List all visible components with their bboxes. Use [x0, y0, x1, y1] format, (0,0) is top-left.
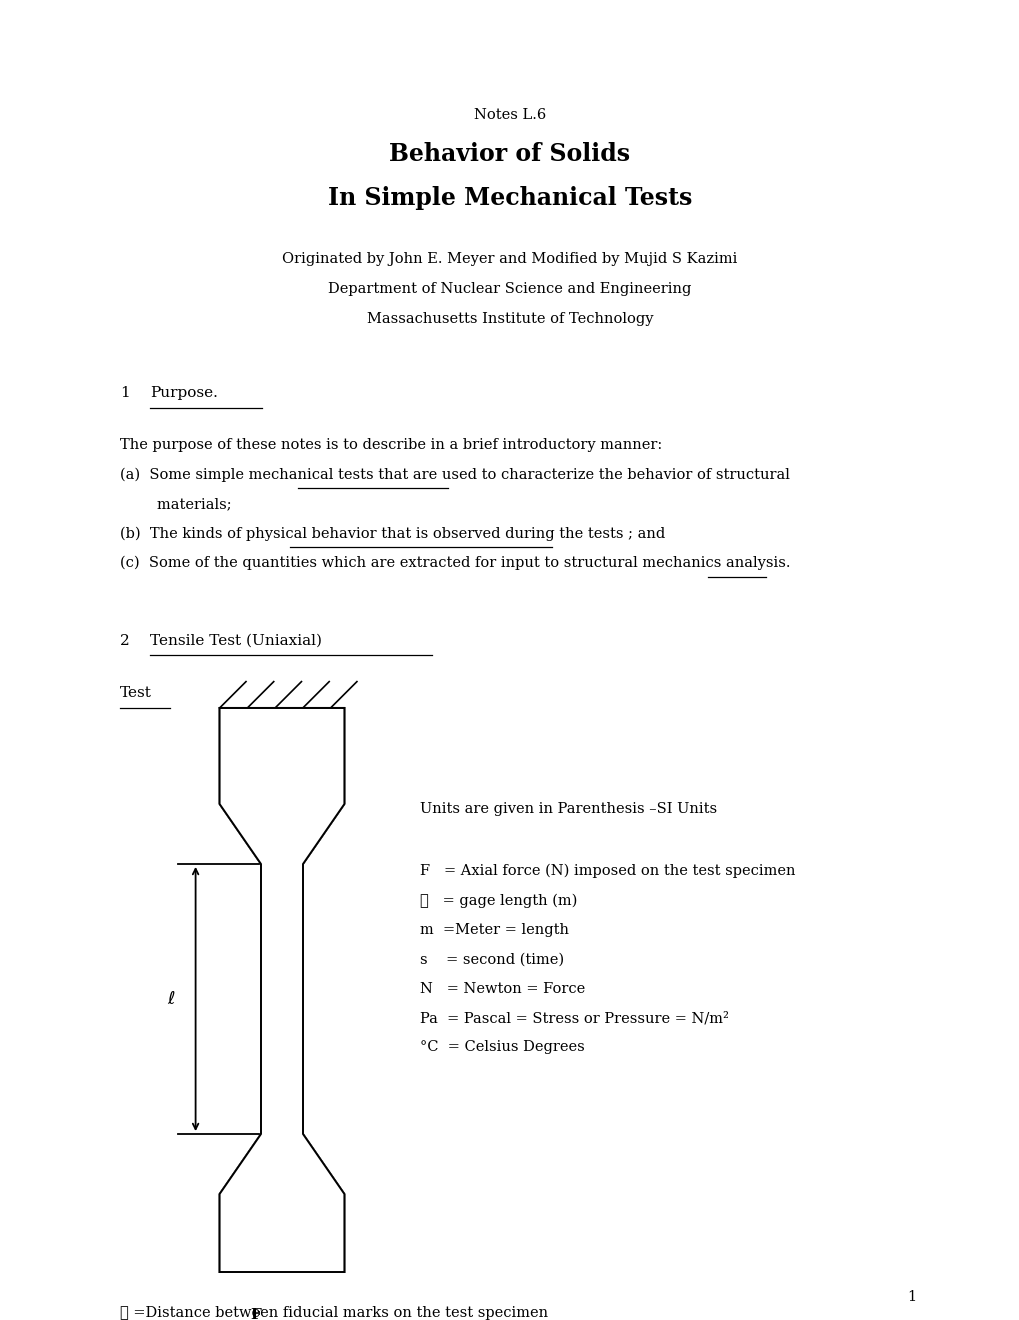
Text: 1: 1: [120, 387, 129, 400]
Text: Behavior of Solids: Behavior of Solids: [389, 141, 630, 165]
Text: 2: 2: [120, 634, 129, 648]
Text: Tensile Test (Uniaxial): Tensile Test (Uniaxial): [150, 634, 322, 648]
Text: s    = second (time): s = second (time): [420, 952, 564, 966]
Text: Department of Nuclear Science and Engineering: Department of Nuclear Science and Engine…: [328, 282, 691, 296]
Text: Originated by John E. Meyer and Modified by Mujid S Kazimi: Originated by John E. Meyer and Modified…: [282, 252, 737, 267]
Text: Test: Test: [120, 686, 152, 701]
Polygon shape: [219, 708, 344, 1272]
Text: ℓ =Distance between fiducial marks on the test specimen: ℓ =Distance between fiducial marks on th…: [120, 1305, 547, 1320]
Text: Pa  = Pascal = Stress or Pressure = N/m²: Pa = Pascal = Stress or Pressure = N/m²: [420, 1011, 729, 1026]
Text: (b)  The kinds of physical behavior that is observed during the tests ; and: (b) The kinds of physical behavior that …: [120, 527, 664, 541]
Text: F: F: [251, 1308, 261, 1320]
Text: F   = Axial force (N) imposed on the test specimen: F = Axial force (N) imposed on the test …: [420, 865, 795, 878]
Text: Purpose.: Purpose.: [150, 387, 218, 400]
Text: (a)  Some simple mechanical tests that are used to characterize the behavior of : (a) Some simple mechanical tests that ar…: [120, 467, 789, 482]
Text: In Simple Mechanical Tests: In Simple Mechanical Tests: [327, 186, 692, 210]
Text: Massachusetts Institute of Technology: Massachusetts Institute of Technology: [367, 312, 652, 326]
Text: Notes L.6: Notes L.6: [474, 108, 545, 121]
Text: °C  = Celsius Degrees: °C = Celsius Degrees: [420, 1040, 584, 1055]
Text: $\ell$: $\ell$: [167, 990, 175, 1008]
Text: m  =Meter = length: m =Meter = length: [420, 923, 569, 937]
Text: 1: 1: [907, 1290, 916, 1304]
Text: N   = Newton = Force: N = Newton = Force: [420, 982, 585, 995]
Text: ℓ   = gage length (m): ℓ = gage length (m): [420, 894, 577, 908]
Text: Units are given in Parenthesis –SI Units: Units are given in Parenthesis –SI Units: [420, 801, 716, 816]
Text: materials;: materials;: [120, 496, 231, 511]
Text: The purpose of these notes is to describe in a brief introductory manner:: The purpose of these notes is to describ…: [120, 438, 661, 451]
Text: (c)  Some of the quantities which are extracted for input to structural mechanic: (c) Some of the quantities which are ext…: [120, 556, 790, 570]
